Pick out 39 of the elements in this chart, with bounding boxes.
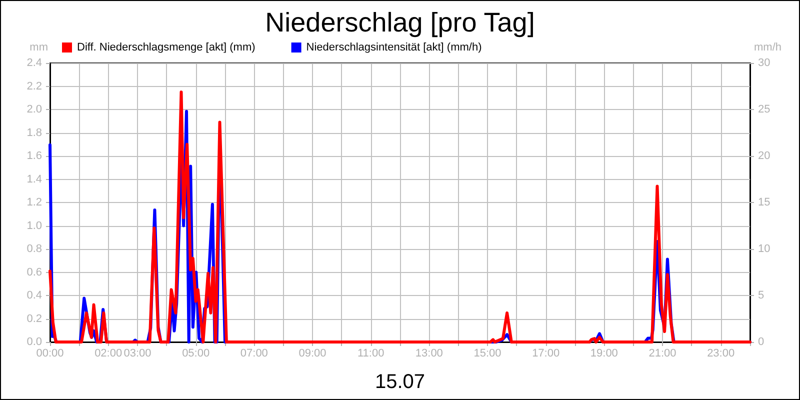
y-axis-title: mm <box>30 42 48 54</box>
y-tick-label: 0.8 <box>26 243 42 255</box>
x-tick-label: 13:00 <box>415 348 443 360</box>
y2-tick-label: 5 <box>758 290 764 302</box>
x-tick-label: 11:00 <box>357 348 384 360</box>
y2-tick-label: 0 <box>758 336 764 348</box>
y-tick-label: 1.2 <box>26 196 42 208</box>
y-tick-label: 1.4 <box>26 173 42 186</box>
x-tick-label: 00:00 <box>36 348 64 360</box>
y2-tick-label: 20 <box>758 150 770 162</box>
y2-tick-label: 10 <box>758 243 770 255</box>
x-tick-label: 05:00 <box>182 348 210 360</box>
x-tick-label: 03:00 <box>124 348 152 360</box>
x-tick-label: 02:00 <box>94 348 122 360</box>
y-tick-label: 1.8 <box>26 126 42 139</box>
x-tick-label: 21:00 <box>648 348 676 360</box>
chart-title: Niederschlag [pro Tag] <box>265 8 535 38</box>
y-tick-label: 0.6 <box>26 266 42 278</box>
y-tick-label: 1.6 <box>26 150 42 162</box>
x-tick-label: 17:00 <box>532 348 560 360</box>
x-tick-label: 07:00 <box>240 348 268 360</box>
x-tick-label: 09:00 <box>298 348 326 360</box>
legend-label: Niederschlagsintensität [akt] (mm/h) <box>306 42 482 54</box>
x-tick-label: 19:00 <box>590 348 618 360</box>
x-tick-label: 23:00 <box>707 348 735 360</box>
x-tick-label: 15:00 <box>474 348 502 360</box>
y-tick-label: 0.4 <box>26 290 42 302</box>
x-axis-title: 15.07 <box>374 371 426 393</box>
y-tick-label: 1.0 <box>26 220 42 232</box>
y2-tick-label: 25 <box>758 104 770 116</box>
legend-label: Diff. Niederschlagsmenge [akt] (mm) <box>77 42 256 54</box>
y-tick-label: 2.0 <box>26 104 42 116</box>
y-tick-label: 2.4 <box>26 57 42 69</box>
y2-tick-label: 30 <box>758 57 770 69</box>
y2-tick-label: 15 <box>758 196 770 208</box>
y2-axis-title: mm/h <box>754 42 782 54</box>
y-tick-label: 2.2 <box>26 80 42 92</box>
y-tick-label: 0.2 <box>26 312 42 325</box>
y-tick-label: 0.0 <box>26 336 42 348</box>
